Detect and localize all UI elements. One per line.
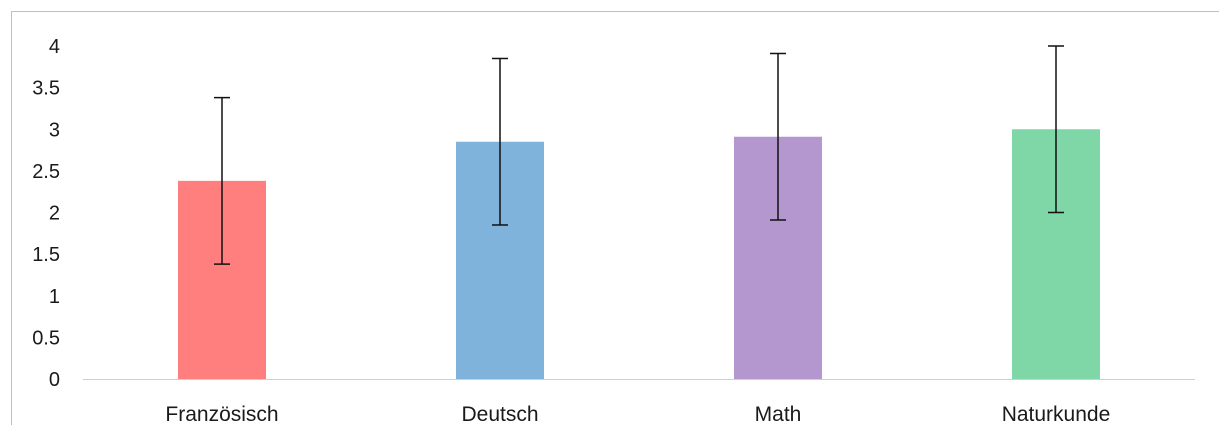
y-tick-label: 1 — [49, 286, 60, 308]
y-tick-label: 2.5 — [32, 161, 60, 183]
x-category-label: Deutsch — [461, 403, 538, 425]
y-tick-label: 0 — [49, 369, 60, 391]
x-category-label: Math — [755, 403, 802, 425]
x-category-label: Französisch — [165, 403, 278, 425]
x-category-label: Naturkunde — [1002, 403, 1111, 425]
y-tick-label: 3.5 — [32, 78, 60, 100]
y-tick-label: 2 — [49, 203, 60, 225]
y-tick-label: 1.5 — [32, 244, 60, 266]
y-tick-label: 4 — [49, 36, 60, 58]
y-tick-label: 0.5 — [32, 327, 60, 349]
y-tick-label: 3 — [49, 119, 60, 141]
